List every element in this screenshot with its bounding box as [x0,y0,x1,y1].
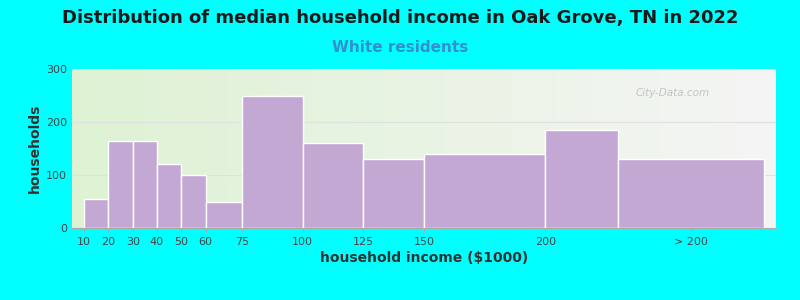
Bar [109,140,133,228]
Bar [363,159,424,228]
Bar [84,199,109,228]
Text: City-Data.com: City-Data.com [635,88,710,98]
Bar [242,95,302,228]
Text: Distribution of median household income in Oak Grove, TN in 2022: Distribution of median household income … [62,9,738,27]
Bar [182,175,206,228]
Text: White residents: White residents [332,40,468,56]
X-axis label: household income ($1000): household income ($1000) [320,251,528,265]
Bar [157,164,182,228]
Bar [424,154,546,228]
Bar [302,143,363,228]
Bar [133,140,157,228]
Bar [206,202,242,228]
Bar [546,130,618,228]
Y-axis label: households: households [28,104,42,193]
Bar [618,159,764,228]
